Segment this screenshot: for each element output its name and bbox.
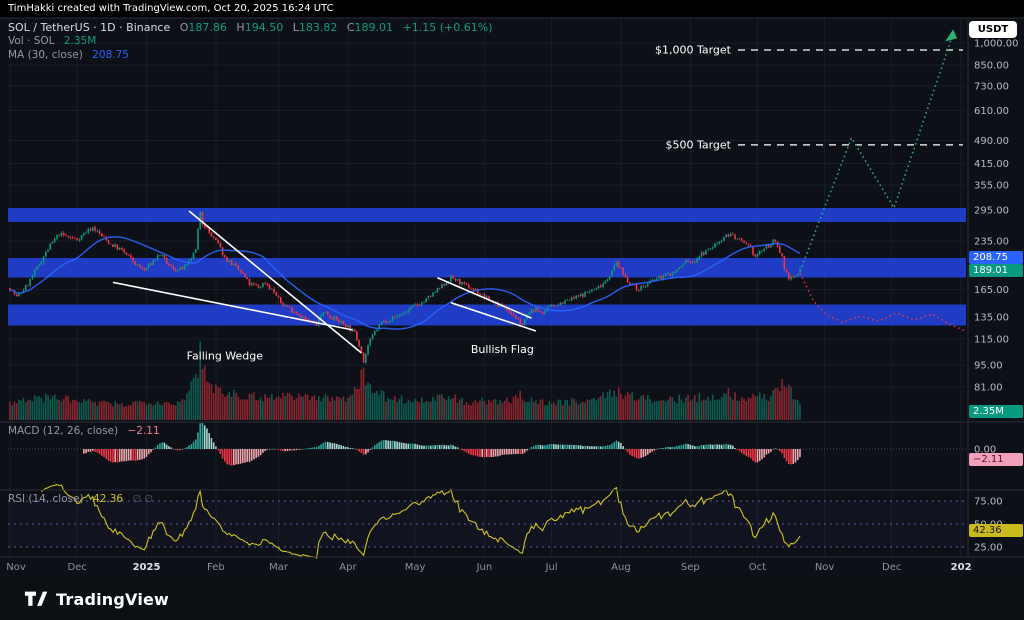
pattern-annotations: Falling Wedge Bullish Flag <box>112 210 537 363</box>
volume-legend[interactable]: Vol · SOL 2.35M <box>8 35 96 47</box>
grid <box>8 18 966 557</box>
low-value: 183.82 <box>298 21 338 34</box>
svg-text:490.00: 490.00 <box>974 136 1009 147</box>
volume-badge: 2.35M <box>969 405 1023 418</box>
high-value: 194.50 <box>244 21 284 34</box>
rsi-pane <box>8 484 966 559</box>
svg-text:95.00: 95.00 <box>974 361 1003 372</box>
svg-text:Jun: Jun <box>476 562 493 573</box>
svg-text:May: May <box>405 562 426 573</box>
candlestick-series <box>9 210 801 365</box>
open-value: 187.86 <box>188 21 227 34</box>
svg-text:730.00: 730.00 <box>974 82 1009 93</box>
macd-value: −2.11 <box>127 425 160 437</box>
macd-label: MACD (12, 26, close) <box>8 425 119 437</box>
svg-text:Nov: Nov <box>6 562 26 573</box>
svg-text:415.00: 415.00 <box>974 159 1009 170</box>
change-value: +1.15 (+0.61%) <box>402 21 493 34</box>
svg-text:Apr: Apr <box>339 562 357 573</box>
macd-legend[interactable]: MACD (12, 26, close) −2.11 <box>8 425 160 437</box>
svg-text:Dec: Dec <box>882 562 901 573</box>
tradingview-brand-text[interactable]: TradingView <box>56 589 170 609</box>
macd-histogram <box>8 423 966 466</box>
svg-text:81.00: 81.00 <box>974 383 1003 394</box>
svg-text:Falling Wedge: Falling Wedge <box>187 350 264 363</box>
svg-text:Dec: Dec <box>67 562 86 573</box>
attribution-bar: TimHakki created with TradingView.com, O… <box>0 0 1024 18</box>
svg-text:1,000.00: 1,000.00 <box>974 39 1019 50</box>
ma-price-badge: 208.75 <box>969 251 1023 264</box>
svg-text:Oct: Oct <box>749 562 766 573</box>
footer: TradingView <box>0 578 1024 620</box>
svg-text:0.00: 0.00 <box>974 445 996 456</box>
ma-value: 208.75 <box>92 49 129 61</box>
volume-series <box>9 341 801 420</box>
svg-text:Sep: Sep <box>681 562 700 573</box>
svg-text:295.00: 295.00 <box>974 206 1009 217</box>
open-label: O <box>179 21 189 34</box>
volume-value: 2.35M <box>63 35 97 47</box>
ma-legend[interactable]: MA (30, close) 208.75 <box>8 49 129 61</box>
svg-text:$1,000 Target: $1,000 Target <box>655 44 732 57</box>
svg-text:355.00: 355.00 <box>974 180 1009 191</box>
rsi-value-badge: 42.36 <box>969 524 1023 537</box>
svg-text:Jul: Jul <box>545 562 558 573</box>
projection-paths <box>799 29 966 332</box>
close-value: 189.01 <box>354 21 394 34</box>
svg-text:Feb: Feb <box>207 562 225 573</box>
attribution-text: TimHakki created with TradingView.com, O… <box>8 3 334 14</box>
support-resistance-bands <box>8 207 966 326</box>
time-axis[interactable]: Nov Dec 2025 Feb Mar Apr May Jun Jul Aug Sep Oct Nov… <box>6 562 971 573</box>
pane-separators <box>0 17 1024 558</box>
svg-text:75.00: 75.00 <box>974 497 1003 508</box>
svg-text:Mar: Mar <box>269 562 289 573</box>
rsi-label: RSI (14, close) <box>8 493 84 505</box>
svg-text:115.00: 115.00 <box>974 335 1009 346</box>
ma-label: MA (30, close) <box>8 49 83 61</box>
currency-toggle-button[interactable]: USDT <box>969 21 1017 38</box>
price-axis[interactable]: 1,000.00 850.00 730.00 610.00 490.00 415.00 35… <box>974 39 1019 554</box>
svg-text:850.00: 850.00 <box>974 61 1009 72</box>
svg-text:Nov: Nov <box>815 562 835 573</box>
ma-line <box>9 236 801 330</box>
close-label: C <box>346 21 355 34</box>
rsi-legend[interactable]: RSI (14, close) 42.36 ∅ ∅ <box>8 493 153 505</box>
macd-value-badge: −2.11 <box>969 453 1023 466</box>
high-label: H <box>236 21 245 34</box>
svg-text:Bullish Flag: Bullish Flag <box>471 343 534 356</box>
svg-text:25.00: 25.00 <box>974 543 1003 554</box>
symbol-legend[interactable]: SOL / TetherUS · 1D · Binance O187.86 H1… <box>8 21 492 34</box>
tradingview-logo-icon[interactable] <box>24 588 48 610</box>
chart-canvas[interactable]: $1,000 Target $500 Target Falling Wedge Bul… <box>0 0 1024 578</box>
svg-text:$500 Target: $500 Target <box>665 138 731 151</box>
svg-text:235.00: 235.00 <box>974 237 1009 248</box>
symbol-title: SOL / TetherUS · 1D · Binance <box>8 21 171 34</box>
rsi-hidden-sources: ∅ ∅ <box>132 494 154 505</box>
svg-text:Aug: Aug <box>611 562 631 573</box>
svg-text:202: 202 <box>951 562 972 573</box>
last-price-badge: 189.01 <box>969 264 1023 277</box>
low-label: L <box>292 21 299 34</box>
svg-text:2025: 2025 <box>133 562 161 573</box>
svg-text:610.00: 610.00 <box>974 106 1009 117</box>
svg-text:135.00: 135.00 <box>974 313 1009 324</box>
svg-text:165.00: 165.00 <box>974 285 1009 296</box>
price-target-lines: $1,000 Target $500 Target <box>655 44 963 151</box>
volume-label: Vol · SOL <box>8 35 55 47</box>
rsi-value: 42.36 <box>93 493 124 505</box>
